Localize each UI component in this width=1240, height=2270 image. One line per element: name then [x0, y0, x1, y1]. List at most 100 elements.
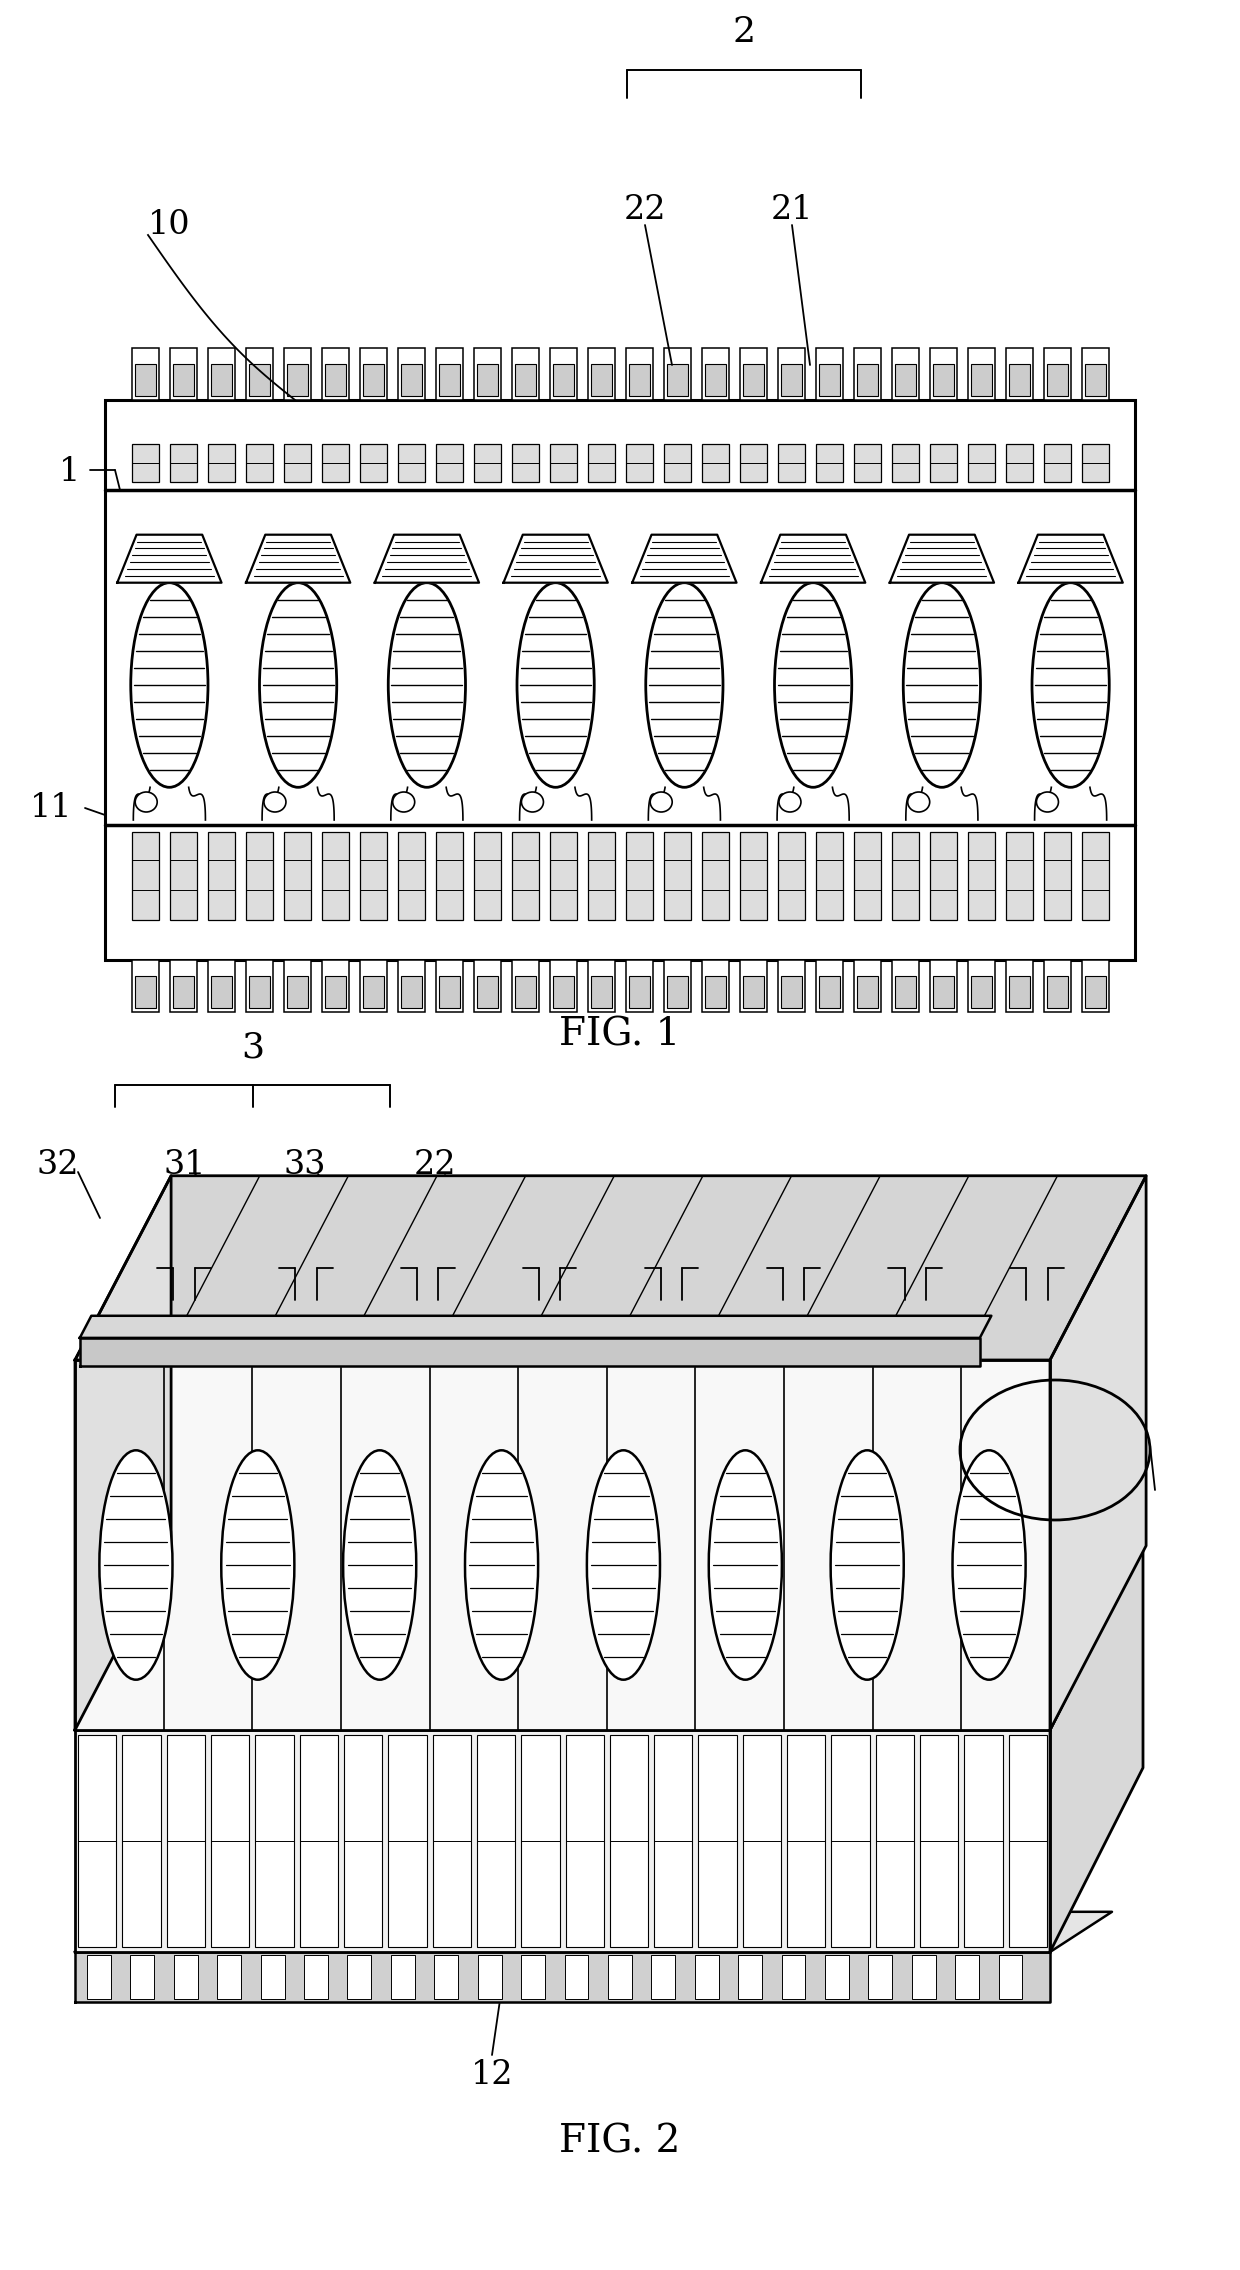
Bar — [391, 1954, 414, 2000]
Ellipse shape — [903, 583, 981, 788]
Bar — [818, 976, 839, 1008]
Bar — [588, 960, 615, 1012]
Bar — [930, 960, 956, 1012]
Bar — [78, 1734, 117, 1948]
Bar — [816, 833, 842, 919]
Text: 22: 22 — [624, 193, 666, 227]
Bar — [857, 976, 878, 1008]
Bar — [321, 833, 348, 919]
Bar — [663, 445, 691, 481]
Bar — [625, 833, 652, 919]
Bar — [246, 445, 273, 481]
Ellipse shape — [779, 792, 801, 813]
Bar — [130, 1954, 154, 2000]
Bar — [702, 833, 729, 919]
Bar — [321, 960, 348, 1012]
Bar — [170, 347, 196, 400]
Ellipse shape — [650, 792, 672, 813]
Bar — [1081, 960, 1109, 1012]
Bar — [360, 347, 387, 400]
Bar — [246, 347, 273, 400]
Bar — [325, 363, 346, 395]
Text: 31: 31 — [164, 1149, 206, 1180]
Text: 21: 21 — [771, 193, 813, 227]
Text: 2: 2 — [733, 16, 755, 50]
Bar — [588, 833, 615, 919]
Bar — [739, 960, 766, 1012]
Bar — [625, 960, 652, 1012]
Bar — [739, 833, 766, 919]
Polygon shape — [374, 536, 479, 583]
Bar — [360, 960, 387, 1012]
Ellipse shape — [221, 1451, 294, 1680]
Bar — [857, 363, 878, 395]
Bar — [511, 833, 538, 919]
Bar — [629, 363, 650, 395]
Bar — [590, 976, 611, 1008]
Polygon shape — [74, 1176, 171, 1730]
Bar — [777, 833, 805, 919]
Bar — [967, 960, 994, 1012]
Polygon shape — [503, 536, 608, 583]
Polygon shape — [761, 536, 866, 583]
Bar — [816, 347, 842, 400]
Bar — [284, 833, 310, 919]
Bar — [362, 363, 383, 395]
Bar — [1006, 445, 1033, 481]
Bar — [777, 445, 805, 481]
Bar — [398, 960, 424, 1012]
Ellipse shape — [388, 583, 465, 788]
Text: FIG. 1: FIG. 1 — [559, 1017, 681, 1053]
Bar — [738, 1954, 763, 2000]
Bar — [435, 445, 463, 481]
Bar — [284, 347, 310, 400]
Bar — [704, 976, 725, 1008]
Bar — [629, 976, 650, 1008]
Bar — [435, 347, 463, 400]
Ellipse shape — [587, 1451, 660, 1680]
Bar — [875, 1734, 914, 1948]
Bar — [321, 347, 348, 400]
Bar — [398, 445, 424, 481]
Bar — [549, 445, 577, 481]
Bar — [211, 976, 232, 1008]
Bar — [816, 960, 842, 1012]
Bar — [474, 960, 501, 1012]
Bar — [515, 363, 536, 395]
Bar — [868, 1954, 893, 2000]
Bar — [362, 976, 383, 1008]
Ellipse shape — [646, 583, 723, 788]
Bar — [343, 1734, 382, 1948]
Bar — [781, 1954, 806, 2000]
Bar — [134, 976, 155, 1008]
Bar — [549, 960, 577, 1012]
Bar — [1008, 976, 1029, 1008]
Bar — [434, 1954, 458, 2000]
Bar — [780, 363, 801, 395]
Bar — [739, 445, 766, 481]
Bar — [207, 445, 234, 481]
Bar — [553, 363, 573, 395]
Bar — [207, 347, 234, 400]
Bar — [347, 1954, 371, 2000]
Bar — [439, 976, 460, 1008]
Bar — [207, 960, 234, 1012]
Bar — [398, 833, 424, 919]
Bar — [694, 1954, 719, 2000]
Bar — [564, 1954, 588, 2000]
Ellipse shape — [522, 792, 543, 813]
Bar — [166, 1734, 205, 1948]
Bar — [1044, 347, 1070, 400]
Bar — [174, 1954, 197, 2000]
Bar — [739, 347, 766, 400]
Text: 12: 12 — [471, 2059, 513, 2091]
Polygon shape — [1050, 1546, 1143, 1952]
Bar — [920, 1734, 959, 1948]
Bar — [284, 960, 310, 1012]
Bar — [780, 976, 801, 1008]
Bar — [930, 347, 956, 400]
Bar — [477, 1954, 501, 2000]
Ellipse shape — [259, 583, 337, 788]
Bar — [286, 976, 308, 1008]
Bar — [515, 976, 536, 1008]
